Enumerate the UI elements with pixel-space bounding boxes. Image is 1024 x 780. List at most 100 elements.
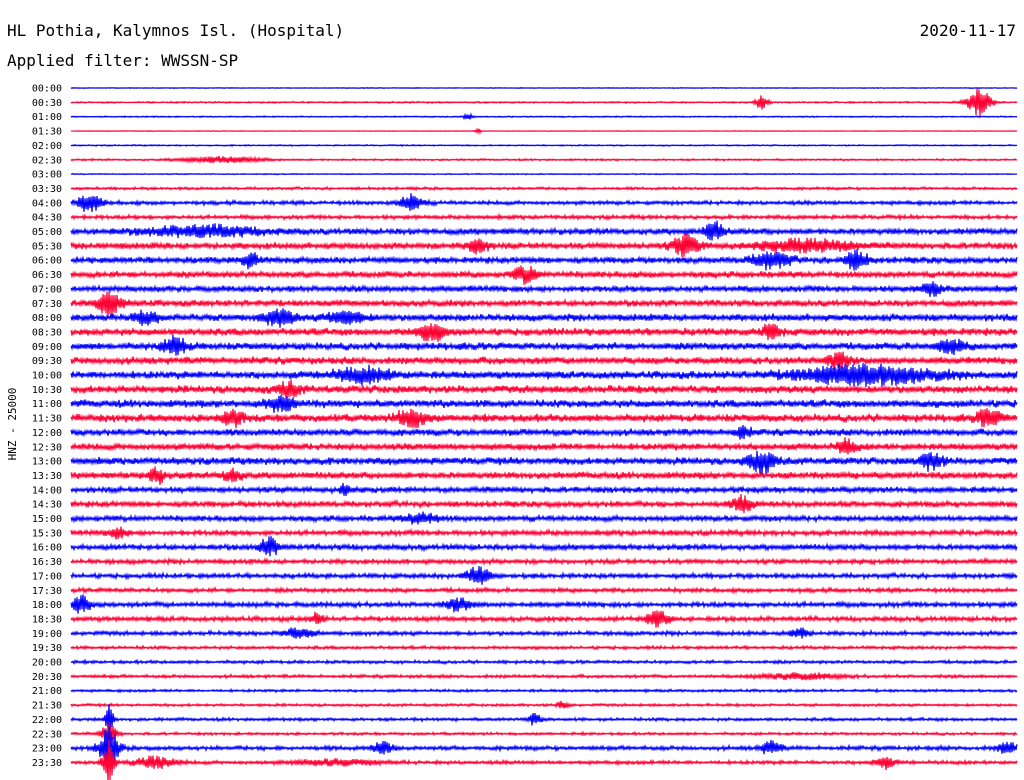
time-label: 21:00 (32, 686, 62, 697)
station-title: HL Pothia, Kalymnos Isl. (Hospital) (7, 21, 344, 40)
trace-1630 (70, 556, 1018, 567)
time-label: 07:00 (32, 284, 62, 295)
time-label: 01:30 (32, 127, 62, 138)
trace-1600 (70, 536, 1018, 557)
time-label: 03:00 (32, 170, 62, 181)
trace-0000 (70, 86, 1018, 90)
time-label: 22:00 (32, 715, 62, 726)
trace-1800 (70, 594, 1018, 614)
time-label: 05:00 (32, 227, 62, 238)
trace-0930 (70, 351, 1018, 370)
time-label: 18:30 (32, 614, 62, 625)
trace-2000 (70, 658, 1018, 666)
trace-1230 (70, 437, 1018, 455)
time-label: 14:00 (32, 485, 62, 496)
trace-0230 (70, 155, 1018, 165)
time-label: 14:30 (32, 500, 62, 511)
time-label: 16:00 (32, 543, 62, 554)
time-label: 20:30 (32, 672, 62, 683)
trace-0400 (70, 193, 1018, 212)
time-label: 23:30 (32, 758, 62, 769)
trace-2100 (70, 687, 1018, 694)
trace-1300 (70, 451, 1018, 476)
trace-1730 (70, 585, 1018, 595)
trace-1100 (70, 395, 1018, 413)
trace-1700 (70, 566, 1018, 585)
time-label: 12:30 (32, 442, 62, 453)
traces (70, 86, 1018, 780)
trace-0130 (70, 127, 1018, 135)
time-label: 13:30 (32, 471, 62, 482)
trace-0200 (70, 143, 1018, 148)
trace-2130 (70, 700, 1018, 709)
record-date: 2020-11-17 (920, 21, 1016, 40)
time-label: 07:30 (32, 299, 62, 310)
trace-0700 (70, 281, 1018, 297)
time-label: 17:30 (32, 586, 62, 597)
time-label: 17:00 (32, 571, 62, 582)
trace-0030 (70, 88, 1018, 117)
time-label: 23:00 (32, 744, 62, 755)
time-label: 04:30 (32, 213, 62, 224)
time-label: 19:00 (32, 629, 62, 640)
time-label: 13:00 (32, 457, 62, 468)
time-label: 08:30 (32, 327, 62, 338)
trace-0630 (70, 265, 1018, 286)
trace-1530 (70, 526, 1018, 540)
trace-0430 (70, 212, 1018, 222)
time-label: 03:30 (32, 184, 62, 195)
time-label: 00:30 (32, 98, 62, 109)
time-label: 20:00 (32, 658, 62, 669)
trace-2300 (70, 726, 1018, 767)
trace-1400 (70, 483, 1018, 497)
time-label: 16:30 (32, 557, 62, 568)
time-label: 09:30 (32, 356, 62, 367)
time-labels: 00:00 00:30 01:00 01:30 02:00 02:30 03:00 03:30… (32, 84, 62, 769)
time-label: 11:00 (32, 399, 62, 410)
trace-1200 (70, 424, 1018, 440)
time-label: 12:00 (32, 428, 62, 439)
trace-2230 (70, 722, 1018, 743)
time-label: 06:30 (32, 270, 62, 281)
time-label: 00:00 (32, 84, 62, 95)
trace-0500 (70, 220, 1018, 241)
time-label: 21:30 (32, 701, 62, 712)
trace-1330 (70, 466, 1018, 485)
time-label: 11:30 (32, 414, 62, 425)
trace-0530 (70, 233, 1018, 258)
trace-2330 (70, 739, 1018, 780)
y-axis-label: HNZ - 25000 (6, 388, 19, 461)
trace-0730 (70, 291, 1018, 318)
filter-label: Applied filter: WWSSN-SP (7, 51, 238, 70)
time-label: 10:30 (32, 385, 62, 396)
time-label: 05:30 (32, 241, 62, 252)
trace-0330 (70, 185, 1018, 192)
time-label: 02:00 (32, 141, 62, 152)
time-label: 02:30 (32, 155, 62, 166)
trace-1430 (70, 494, 1018, 514)
trace-1500 (70, 511, 1018, 525)
trace-0830 (70, 323, 1018, 342)
trace-0100 (70, 112, 1018, 121)
trace-1130 (70, 408, 1018, 429)
trace-1900 (70, 627, 1018, 639)
trace-0600 (70, 249, 1018, 271)
time-label: 10:00 (32, 371, 62, 382)
trace-1030 (70, 379, 1018, 399)
time-label: 01:00 (32, 112, 62, 123)
trace-0900 (70, 334, 1018, 356)
trace-1000 (70, 363, 1018, 387)
time-label: 22:30 (32, 729, 62, 740)
time-label: 08:00 (32, 313, 62, 324)
trace-2030 (70, 671, 1018, 681)
trace-0800 (70, 308, 1018, 328)
time-label: 09:00 (32, 342, 62, 353)
trace-2200 (70, 703, 1018, 734)
time-label: 18:00 (32, 600, 62, 611)
trace-0300 (70, 172, 1018, 176)
time-label: 06:00 (32, 256, 62, 267)
time-label: 19:30 (32, 643, 62, 654)
time-label: 15:00 (32, 514, 62, 525)
time-label: 15:30 (32, 528, 62, 539)
